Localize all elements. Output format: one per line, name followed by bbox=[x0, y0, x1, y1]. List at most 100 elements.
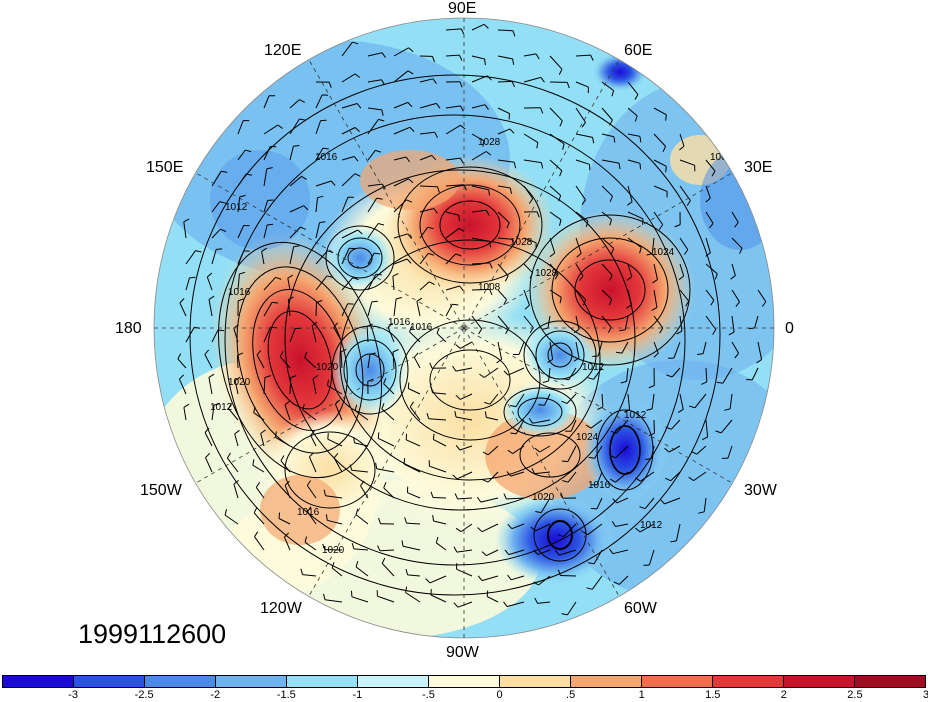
wind-barb-flag bbox=[219, 201, 226, 204]
wind-barb-flag bbox=[369, 352, 376, 355]
wind-barb-flag bbox=[626, 276, 633, 281]
wind-barb bbox=[445, 253, 457, 265]
wind-barb-flag bbox=[540, 162, 544, 169]
colorbar-swatch bbox=[500, 676, 571, 687]
wind-barb bbox=[289, 246, 295, 265]
wind-barb-flag bbox=[624, 409, 630, 413]
wind-barb bbox=[523, 263, 533, 274]
wind-barb bbox=[627, 159, 641, 164]
wind-barb-flag bbox=[312, 375, 319, 380]
wind-barb bbox=[601, 107, 613, 121]
wind-barb bbox=[351, 596, 369, 603]
wind-barb bbox=[480, 497, 499, 503]
wind-barb bbox=[497, 80, 513, 83]
wind-barb bbox=[445, 157, 461, 161]
wind-barb-flag bbox=[592, 355, 599, 357]
wind-barb bbox=[419, 131, 435, 135]
wind-barb-flag bbox=[511, 239, 515, 246]
wind-barb bbox=[310, 435, 317, 447]
wind-barb-flag bbox=[486, 590, 489, 597]
wind-barb bbox=[549, 55, 563, 70]
wind-barb-flag bbox=[326, 275, 333, 278]
wind-barb bbox=[523, 237, 537, 244]
wind-barb-flag bbox=[511, 81, 515, 88]
wind-barb bbox=[615, 471, 629, 483]
wind-barb bbox=[575, 133, 593, 138]
wind-barb bbox=[523, 133, 539, 143]
wind-barb bbox=[237, 273, 240, 291]
wind-barb-flag bbox=[646, 408, 653, 411]
wind-barb bbox=[341, 303, 349, 317]
wind-barb bbox=[306, 485, 317, 499]
wind-barb bbox=[705, 289, 715, 301]
wind-barb bbox=[639, 523, 655, 533]
wind-barb bbox=[506, 497, 525, 500]
wind-barb bbox=[481, 523, 499, 533]
wind-barb-flag bbox=[562, 143, 565, 150]
wind-barb bbox=[354, 410, 369, 421]
wind-barb-flag bbox=[549, 252, 556, 258]
wind-barb-flag bbox=[284, 480, 290, 486]
wind-barb-flag bbox=[331, 562, 335, 569]
wind-barb-flag bbox=[484, 58, 486, 66]
map-boundary bbox=[153, 17, 775, 639]
wind-barb-flag bbox=[407, 233, 412, 239]
wind-barb-flag bbox=[686, 200, 691, 206]
wind-barb bbox=[367, 119, 379, 135]
wind-barb bbox=[486, 549, 499, 557]
wind-barb-flag bbox=[287, 274, 294, 279]
wind-barb bbox=[206, 276, 213, 291]
wind-barb-flag bbox=[349, 464, 353, 471]
colorbar-tick-label: -2.5 bbox=[134, 689, 154, 701]
wind-barb bbox=[481, 575, 499, 582]
wind-barb bbox=[497, 185, 511, 189]
wind-barb-flag bbox=[256, 350, 262, 356]
wind-barb-flag bbox=[401, 540, 404, 547]
wind-barb-flag bbox=[609, 454, 616, 459]
wind-barb bbox=[757, 341, 763, 360]
wind-barb-flag bbox=[221, 170, 228, 173]
wind-barb bbox=[601, 237, 614, 249]
wind-barb-flag bbox=[705, 252, 711, 257]
wind-barb-flag bbox=[665, 477, 671, 482]
wind-barb bbox=[289, 176, 302, 187]
wind-barb bbox=[601, 81, 614, 91]
lon-label-0: 0 bbox=[785, 320, 794, 337]
wind-barb-flag bbox=[613, 136, 616, 143]
wind-barb bbox=[445, 124, 461, 135]
wind-barb-flag bbox=[645, 458, 652, 460]
wind-barb-flag bbox=[533, 549, 539, 555]
wind-barb-flag bbox=[311, 321, 318, 327]
wind-barb bbox=[289, 377, 292, 395]
wind-barb-flag bbox=[434, 132, 438, 138]
wind-barb-flag bbox=[267, 223, 274, 226]
wind-barb bbox=[289, 205, 304, 213]
wind-barb bbox=[445, 211, 459, 216]
contour-label: 1016 bbox=[410, 322, 433, 333]
wind-barb bbox=[457, 601, 473, 608]
lon-label-60w: 60W bbox=[624, 600, 657, 617]
wind-barb-flag bbox=[316, 300, 323, 303]
colorbar-swatch bbox=[287, 676, 358, 687]
wind-barb bbox=[523, 159, 542, 164]
wind-barb-flag bbox=[659, 327, 664, 334]
wind-barb bbox=[731, 315, 735, 333]
wind-barb bbox=[341, 103, 358, 109]
wind-barb-flag bbox=[634, 115, 638, 122]
wind-barb bbox=[471, 23, 485, 31]
wind-barb-flag bbox=[284, 532, 290, 538]
colorbar-tick-label: 3 bbox=[922, 689, 928, 701]
wind-barb-flag bbox=[260, 429, 266, 434]
wind-barb bbox=[383, 383, 395, 395]
wind-barb bbox=[393, 126, 411, 135]
wind-barb bbox=[381, 563, 395, 577]
wind-barb bbox=[211, 249, 217, 265]
wind-barb bbox=[211, 201, 221, 213]
wind-barb-flag bbox=[352, 41, 359, 45]
wind-barb bbox=[693, 471, 707, 482]
wind-barb bbox=[381, 408, 395, 421]
wind-barb bbox=[508, 549, 525, 556]
wind-barb bbox=[534, 471, 551, 475]
wind-barb-flag bbox=[503, 370, 509, 376]
wind-barb-flag bbox=[482, 451, 489, 456]
